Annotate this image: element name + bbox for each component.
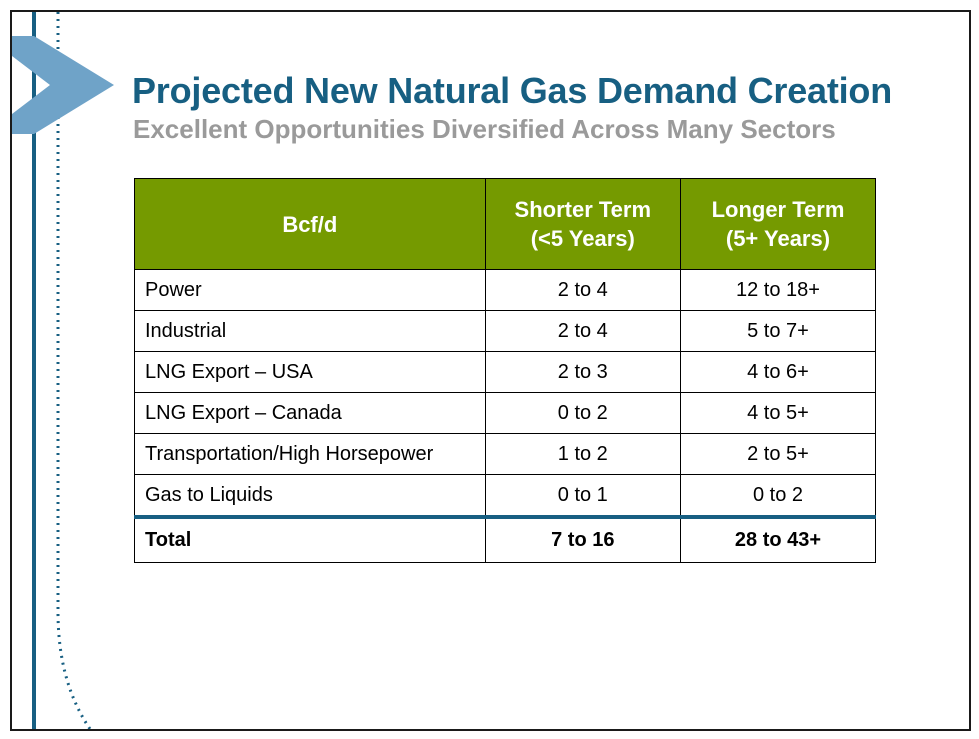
- shorter-term-cell: 0 to 2: [484, 392, 681, 434]
- header-shorter-term: Shorter Term (<5 Years): [484, 178, 681, 270]
- header-label: Bcf/d: [282, 211, 338, 237]
- total-label-cell: Total: [134, 515, 486, 563]
- sector-cell: Power: [134, 269, 486, 311]
- longer-term-cell: 2 to 5+: [679, 433, 877, 475]
- total-longer-term-cell: 28 to 43+: [679, 515, 877, 563]
- header-longer-term: Longer Term (5+ Years): [679, 178, 877, 270]
- header-sublabel: (<5 Years): [530, 226, 635, 251]
- shorter-term-cell: 2 to 4: [484, 310, 681, 352]
- slide: Projected New Natural Gas Demand Creatio…: [10, 10, 971, 731]
- sector-cell: Transportation/High Horsepower: [134, 433, 486, 475]
- shorter-term-cell: 1 to 2: [484, 433, 681, 475]
- table-row: LNG Export – Canada 0 to 2 4 to 5+: [134, 392, 877, 434]
- sector-cell: Industrial: [134, 310, 486, 352]
- shorter-term-cell: 2 to 4: [484, 269, 681, 311]
- table-row: LNG Export – USA 2 to 3 4 to 6+: [134, 351, 877, 393]
- shorter-term-cell: 2 to 3: [484, 351, 681, 393]
- shorter-term-cell: 0 to 1: [484, 474, 681, 518]
- demand-table: Bcf/d Shorter Term (<5 Years) Longer Ter…: [134, 178, 877, 563]
- header-label: Longer Term: [711, 197, 845, 222]
- header-label: Shorter Term: [514, 197, 652, 222]
- dotted-curve: [56, 12, 92, 729]
- sector-cell: LNG Export – USA: [134, 351, 486, 393]
- longer-term-cell: 0 to 2: [679, 474, 877, 518]
- total-row: Total 7 to 16 28 to 43+: [134, 515, 877, 563]
- longer-term-cell: 5 to 7+: [679, 310, 877, 352]
- sector-cell: Gas to Liquids: [134, 474, 486, 518]
- slide-decoration: [12, 12, 114, 729]
- table-row: Transportation/High Horsepower 1 to 2 2 …: [134, 433, 877, 475]
- table-row: Power 2 to 4 12 to 18+: [134, 269, 877, 311]
- table-row: Gas to Liquids 0 to 1 0 to 2: [134, 474, 877, 518]
- header-bcfd: Bcf/d: [134, 178, 486, 270]
- sector-cell: LNG Export – Canada: [134, 392, 486, 434]
- page-subtitle: Excellent Opportunities Diversified Acro…: [133, 114, 836, 144]
- header-sublabel: (5+ Years): [725, 226, 831, 251]
- longer-term-cell: 12 to 18+: [679, 269, 877, 311]
- longer-term-cell: 4 to 5+: [679, 392, 877, 434]
- chevron-logo-icon: [12, 36, 114, 134]
- page-title: Projected New Natural Gas Demand Creatio…: [132, 70, 893, 111]
- total-shorter-term-cell: 7 to 16: [484, 515, 681, 563]
- table-header-row: Bcf/d Shorter Term (<5 Years) Longer Ter…: [134, 178, 877, 270]
- longer-term-cell: 4 to 6+: [679, 351, 877, 393]
- table-row: Industrial 2 to 4 5 to 7+: [134, 310, 877, 352]
